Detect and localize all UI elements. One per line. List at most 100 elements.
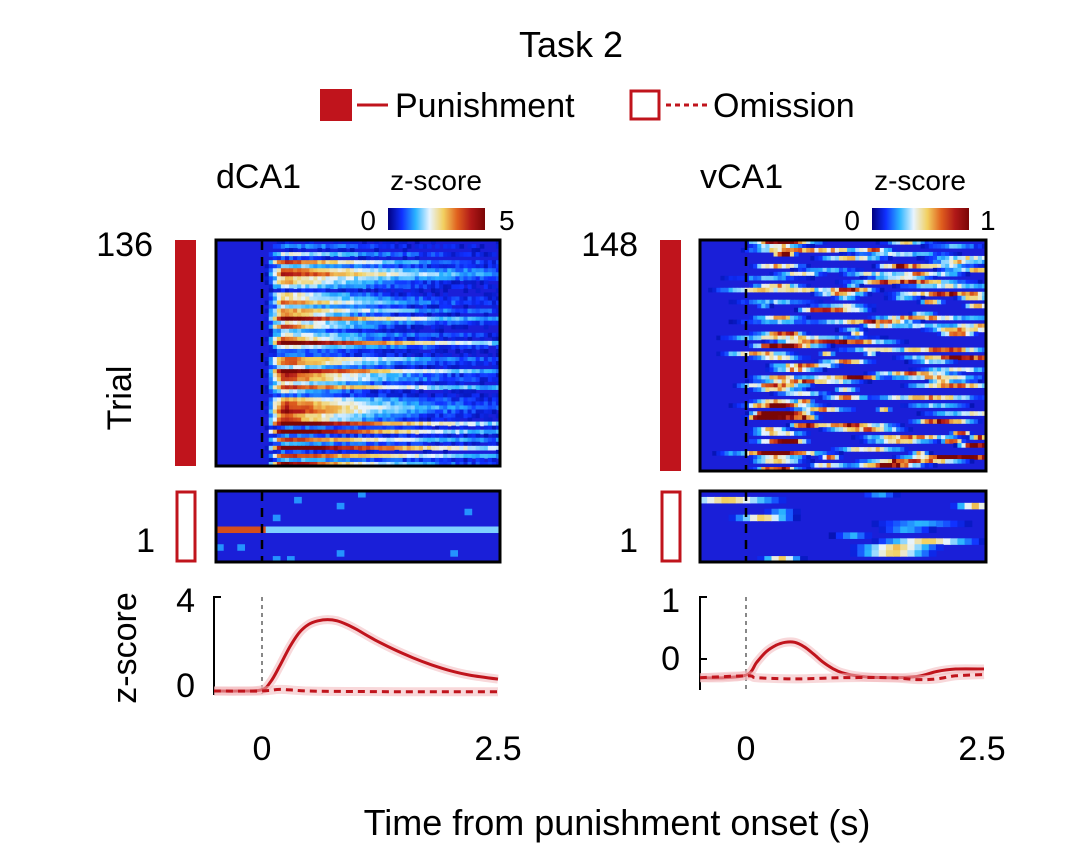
dca1-heat-cell <box>378 413 383 419</box>
vca1-heat-cell <box>847 295 852 301</box>
dca1-heat-cell <box>280 453 286 459</box>
dca1-heat-cell <box>341 389 347 394</box>
dca1-heat-cell <box>370 328 375 334</box>
vca1-heat-cell <box>753 335 758 341</box>
dca1-heat-cell <box>386 260 392 265</box>
dca1-heat-cell <box>366 284 371 290</box>
dca1-heat-cell <box>305 393 310 398</box>
dca1-heat-cell <box>406 441 412 447</box>
dca1-heat-cell <box>301 280 306 285</box>
vca1-om-cell <box>878 538 887 545</box>
vca1-heat-cell <box>851 287 856 293</box>
dca1-heat-cell <box>422 409 428 415</box>
dca1-heat-cell <box>483 401 489 407</box>
dca1-heat-cell <box>276 389 282 394</box>
vca1-heat-cell <box>838 359 844 365</box>
dca1-heat-cell <box>305 421 310 427</box>
dca1-heat-cell <box>483 316 489 322</box>
vca1-heat-cell <box>932 411 938 416</box>
dca1-heat-cell <box>268 361 274 366</box>
dca1-heat-cell <box>390 280 396 285</box>
dca1-heat-cell <box>463 433 469 439</box>
dca1-heat-cell <box>272 357 278 362</box>
dca1-heat-cell <box>284 268 290 273</box>
dca1-heat-cell <box>337 377 343 382</box>
dca1-heat-cell <box>471 316 477 322</box>
dca1-heat-cell <box>495 276 500 281</box>
dca1-heat-cell <box>333 453 339 459</box>
dca1-heat-cell <box>439 409 444 415</box>
vca1-heat-cell <box>753 243 758 249</box>
vca1-heat-cell <box>883 347 889 353</box>
dca1-heat-cell <box>317 324 323 330</box>
vca1-heat-cell <box>896 371 901 377</box>
vca1-omission-count: 1 <box>619 522 638 560</box>
vca1-heat-cell <box>806 263 811 269</box>
dca1-heat-cell <box>374 421 379 427</box>
dca1-heat-cell <box>366 280 371 285</box>
dca1-heat-cell <box>305 441 310 447</box>
vca1-heat-cell <box>965 459 971 464</box>
dca1-heat-cell <box>321 409 327 415</box>
dca1-heat-cell <box>301 413 306 419</box>
dca1-heat-cell <box>378 244 383 249</box>
dca1-heat-cell <box>289 393 294 398</box>
dca1-heat-cell <box>264 272 270 277</box>
dca1-heat-cell <box>422 413 428 419</box>
dca1-heat-cell <box>491 429 497 435</box>
vca1-heat-cell <box>777 355 783 361</box>
dca1-heat-cell <box>386 417 392 423</box>
vca1-heat-cell <box>785 431 791 436</box>
dca1-heat-cell <box>293 421 298 427</box>
vca1-heat-cell <box>789 351 795 357</box>
dca1-heat-cell <box>447 268 452 273</box>
vca1-heat-cell <box>981 315 986 321</box>
dca1-heat-cell <box>431 357 436 362</box>
dca1-heat-cell <box>483 361 489 366</box>
vca1-heat-cell <box>822 339 828 345</box>
dca1-heat-cell <box>410 296 416 302</box>
vca1-heat-cell <box>749 240 754 245</box>
dca1-heat-cell <box>313 409 319 415</box>
dca1-heat-cell <box>463 296 469 302</box>
vca1-om-cell <box>864 491 873 498</box>
vca1-heat-cell <box>887 407 893 412</box>
dca1-heat-cell <box>410 417 416 423</box>
vca1-heat-cell <box>875 459 881 464</box>
vca1-heat-cell <box>949 347 954 353</box>
dca1-heat-cell <box>451 461 456 466</box>
dca1-heat-cell <box>443 425 448 431</box>
dca1-heat-cell <box>333 320 339 326</box>
dca1-om-cell <box>272 526 281 534</box>
dca1-heat-cell <box>301 300 306 306</box>
dca1-heat-cell <box>455 417 461 423</box>
vca1-heat-cell <box>892 423 897 428</box>
dca1-heat-cell <box>366 244 371 249</box>
vca1-heat-cell <box>965 259 971 265</box>
dca1-heat-cell <box>337 433 343 439</box>
vca1-heat-cell <box>732 403 738 408</box>
dca1-heat-cell <box>370 300 375 306</box>
dca1-heat-cell <box>398 260 404 265</box>
vca1-heat-cell <box>859 255 865 261</box>
dca1-heat-cell <box>333 457 339 463</box>
dca1-heat-cell <box>293 256 298 261</box>
vca1-heat-cell <box>855 251 860 257</box>
dca1-heat-cell <box>487 300 493 306</box>
vca1-heat-cell <box>932 327 938 333</box>
vca1-heat-cell <box>814 423 820 428</box>
dca1-heat-cell <box>422 373 428 378</box>
vca1-heat-cell <box>859 279 865 285</box>
dca1-heat-cell <box>447 457 452 463</box>
vca1-heat-cell <box>892 347 897 353</box>
dca1-heat-cell <box>353 324 359 330</box>
vca1-heat-cell <box>810 275 815 281</box>
dca1-heat-cell <box>272 449 278 455</box>
vca1-heat-cell <box>773 387 779 392</box>
dca1-heat-cell <box>362 461 367 466</box>
vca1-heat-cell <box>826 379 832 384</box>
vca1-heat-cell <box>749 275 754 281</box>
dca1-heat-cell <box>329 296 335 302</box>
dca1-heat-cell <box>455 300 461 306</box>
dca1-heat-cell <box>455 405 461 411</box>
